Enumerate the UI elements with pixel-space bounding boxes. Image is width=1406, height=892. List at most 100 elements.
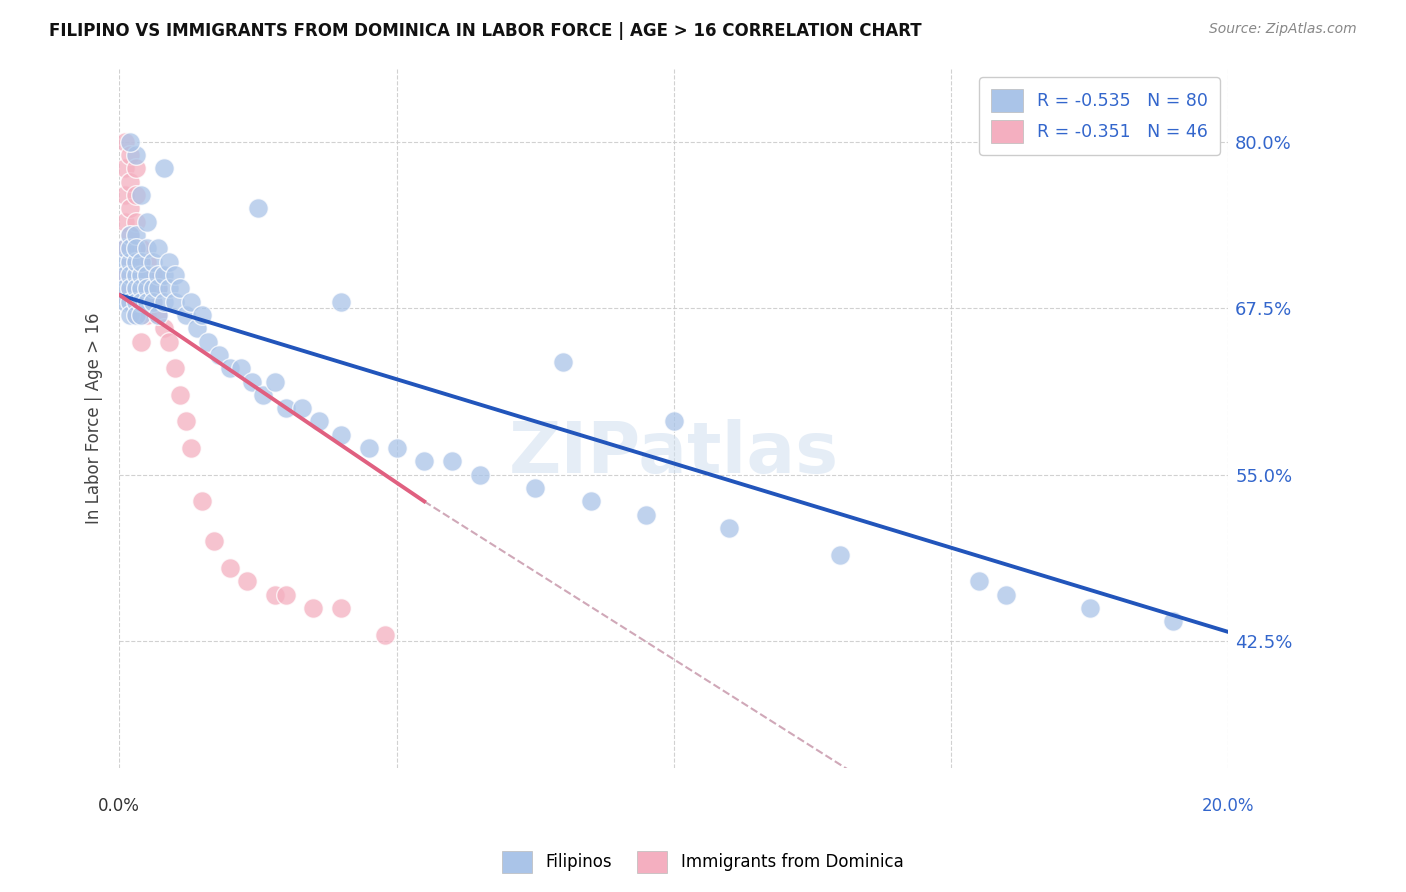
Point [136, 268, 159, 282]
Point [1078, 601, 1101, 615]
Point [152, 321, 174, 335]
Point [830, 548, 852, 562]
Point [136, 281, 159, 295]
Point [125, 281, 148, 295]
Point [413, 454, 436, 468]
Point [120, 281, 142, 295]
Point [141, 294, 163, 309]
Point [141, 281, 163, 295]
Point [136, 308, 159, 322]
Point [995, 588, 1018, 602]
Point [120, 148, 142, 162]
Point [114, 215, 136, 229]
Point [131, 268, 153, 282]
Point [125, 294, 148, 309]
Point [146, 281, 169, 295]
Point [131, 281, 153, 295]
Point [146, 241, 169, 255]
Point [114, 135, 136, 149]
Point [180, 441, 202, 455]
Point [152, 294, 174, 309]
Point [169, 388, 191, 402]
Point [197, 334, 219, 349]
Point [131, 188, 153, 202]
Point [308, 415, 330, 429]
Text: 0.0%: 0.0% [98, 797, 141, 815]
Point [114, 254, 136, 268]
Point [634, 508, 657, 522]
Point [131, 254, 153, 268]
Point [120, 254, 142, 268]
Point [131, 308, 153, 322]
Point [202, 534, 225, 549]
Point [120, 241, 142, 255]
Point [125, 268, 148, 282]
Point [662, 415, 685, 429]
Point [120, 135, 142, 149]
Point [274, 588, 297, 602]
Point [125, 308, 148, 322]
Point [141, 268, 163, 282]
Point [146, 308, 169, 322]
Point [157, 281, 180, 295]
Point [136, 294, 159, 309]
Point [236, 574, 259, 589]
Point [274, 401, 297, 416]
Point [125, 254, 148, 268]
Point [579, 494, 602, 508]
Point [125, 241, 148, 255]
Point [163, 361, 186, 376]
Point [146, 281, 169, 295]
Point [186, 321, 208, 335]
Point [131, 241, 153, 255]
Point [146, 308, 169, 322]
Point [125, 241, 148, 255]
Point [551, 354, 574, 368]
Point [219, 561, 242, 575]
Point [114, 241, 136, 255]
Point [157, 254, 180, 268]
Point [330, 601, 353, 615]
Point [157, 334, 180, 349]
Point [146, 268, 169, 282]
Point [967, 574, 990, 589]
Point [125, 188, 148, 202]
Point [125, 148, 148, 162]
Point [120, 227, 142, 242]
Legend: R = -0.535   N = 80, R = -0.351   N = 46: R = -0.535 N = 80, R = -0.351 N = 46 [979, 78, 1219, 155]
Point [524, 481, 547, 495]
Point [302, 601, 325, 615]
Point [174, 415, 197, 429]
Point [180, 294, 202, 309]
Point [174, 308, 197, 322]
Point [240, 375, 263, 389]
Point [468, 467, 491, 482]
Point [291, 401, 314, 416]
Point [136, 254, 159, 268]
Point [357, 441, 380, 455]
Point [120, 268, 142, 282]
Text: 20.0%: 20.0% [1202, 797, 1254, 815]
Point [440, 454, 463, 468]
Point [114, 188, 136, 202]
Point [125, 161, 148, 176]
Point [125, 308, 148, 322]
Point [152, 161, 174, 176]
Point [120, 294, 142, 309]
Point [330, 294, 353, 309]
Point [136, 241, 159, 255]
Point [263, 588, 285, 602]
Point [120, 227, 142, 242]
Text: Source: ZipAtlas.com: Source: ZipAtlas.com [1209, 22, 1357, 37]
Point [125, 215, 148, 229]
Point [125, 294, 148, 309]
Point [136, 215, 159, 229]
Point [114, 268, 136, 282]
Point [120, 202, 142, 216]
Point [163, 268, 186, 282]
Point [125, 227, 148, 242]
Point [120, 175, 142, 189]
Point [114, 268, 136, 282]
Point [152, 268, 174, 282]
Point [120, 254, 142, 268]
